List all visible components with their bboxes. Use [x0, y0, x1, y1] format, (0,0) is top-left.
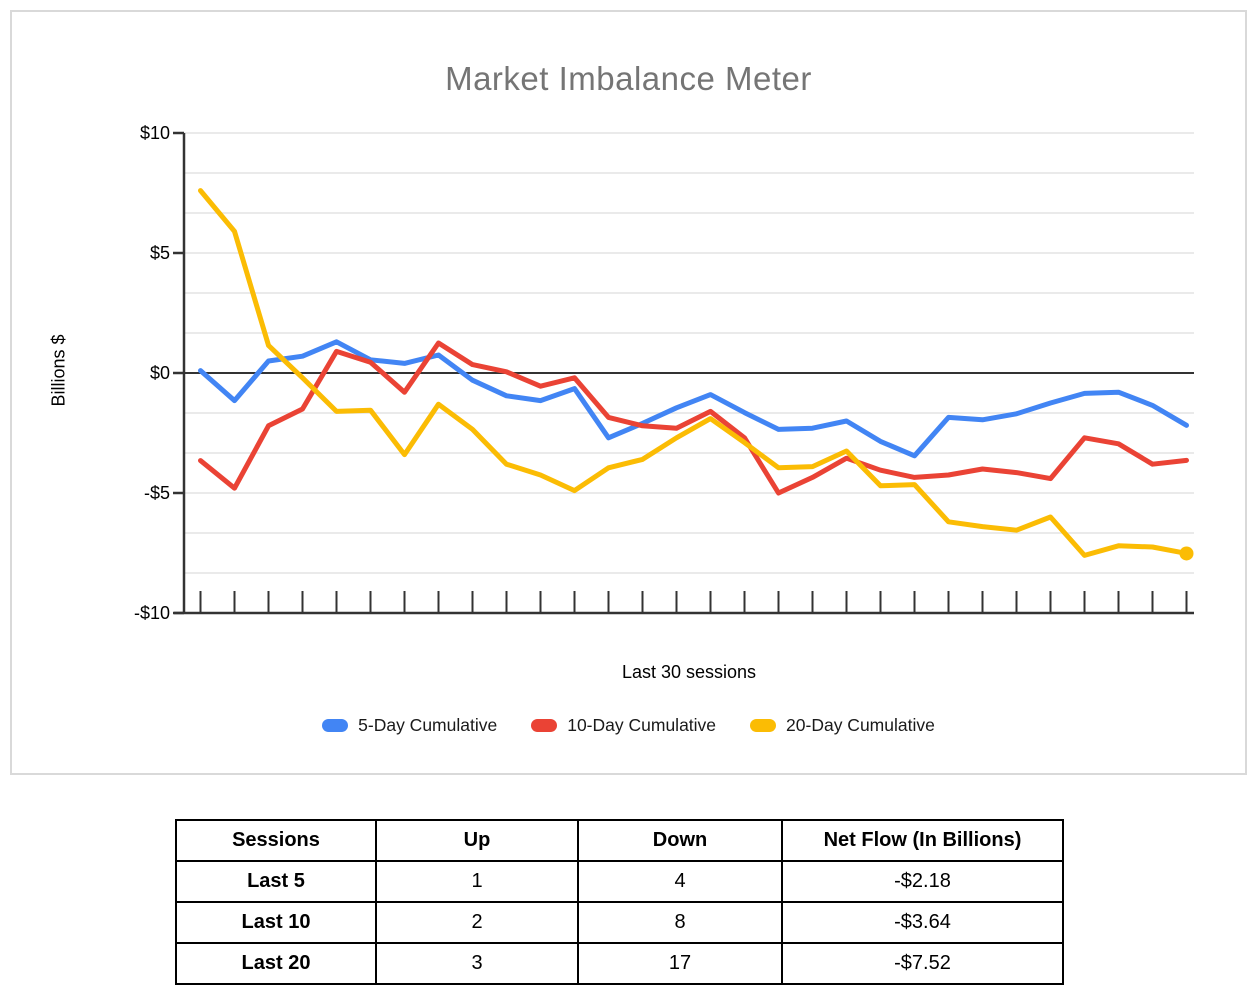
- y-tick-label: $5: [149, 243, 170, 263]
- table-header-cell: Down: [577, 819, 783, 862]
- table-row: Last 20 3 17 -$7.52: [175, 942, 1064, 985]
- chart-legend: 5-Day Cumulative 10-Day Cumulative 20-Day …: [12, 715, 1245, 736]
- legend-swatch-icon: [531, 719, 558, 732]
- table-row-header-cell: Last 20: [175, 942, 377, 985]
- table-cell: 3: [375, 942, 579, 985]
- series-line-1: [198, 339, 1189, 459]
- series-line-2: [198, 340, 1189, 496]
- table-row: Last 10 2 8 -$3.64: [175, 901, 1064, 944]
- table-cell: -$7.52: [781, 942, 1064, 985]
- x-axis-title: Last 30 sessions: [621, 662, 757, 682]
- series-line-3: [198, 188, 1189, 558]
- legend-label: 5-Day Cumulative: [358, 715, 498, 735]
- legend-item-2: 10-Day Cumulative: [531, 715, 716, 736]
- y-tick-label: $0: [149, 363, 170, 383]
- summary-table-header: Sessions Up Down Net Flow (In Billions): [175, 819, 1064, 862]
- table-cell: 8: [577, 901, 783, 944]
- y-tick-label: $10: [139, 123, 170, 143]
- table-header-cell: Sessions: [175, 819, 377, 862]
- table-row-header-cell: Last 5: [175, 860, 377, 903]
- chart-plot-area: [173, 131, 1194, 615]
- table-header-row: Sessions Up Down Net Flow (In Billions): [175, 819, 1064, 862]
- table-cell: 17: [577, 942, 783, 985]
- y-tick-label: -$5: [143, 483, 170, 503]
- table-cell: -$2.18: [781, 860, 1064, 903]
- table-header-cell: Up: [375, 819, 579, 862]
- y-tick-label: -$10: [133, 603, 170, 623]
- summary-table: Sessions Up Down Net Flow (In Billions) Las…: [175, 819, 1064, 985]
- table-cell: 2: [375, 901, 579, 944]
- table-cell: 1: [375, 860, 579, 903]
- table-row-header-cell: Last 10: [175, 901, 377, 944]
- legend-item-3: 20-Day Cumulative: [750, 715, 935, 736]
- summary-table-body: Last 5 1 4 -$2.18 Last 10 2 8 -$3.64 Last 20 3 17-…: [175, 860, 1064, 985]
- table-header-cell: Net Flow (In Billions): [781, 819, 1064, 862]
- table-cell: 4: [577, 860, 783, 903]
- legend-label: 20-Day Cumulative: [786, 715, 935, 735]
- legend-label: 10-Day Cumulative: [567, 715, 717, 735]
- table-cell: -$3.64: [781, 901, 1064, 944]
- legend-item-1: 5-Day Cumulative: [322, 715, 497, 736]
- chart-title: Market Imbalance Meter: [445, 60, 812, 97]
- series-end-marker: [1179, 546, 1194, 561]
- chart-card: Market Imbalance Meter Billions $ $10 $5 $…: [10, 10, 1247, 775]
- table-row: Last 5 1 4 -$2.18: [175, 860, 1064, 903]
- legend-swatch-icon: [322, 719, 349, 732]
- legend-swatch-icon: [750, 719, 777, 732]
